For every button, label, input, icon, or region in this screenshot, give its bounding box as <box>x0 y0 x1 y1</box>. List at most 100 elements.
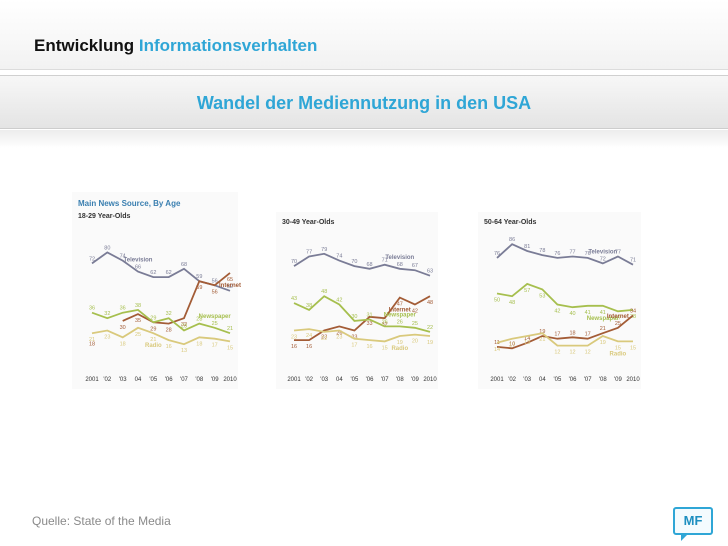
series-name-label: Internet <box>389 308 411 314</box>
series-name-label: Internet <box>219 283 241 289</box>
data-label: 21 <box>539 337 545 343</box>
data-label: 42 <box>554 308 560 314</box>
data-label: 13 <box>181 348 187 354</box>
data-label: 32 <box>181 322 187 328</box>
mf-badge: MF <box>673 507 713 541</box>
data-label: 33 <box>366 321 372 327</box>
data-label: 19 <box>397 340 403 346</box>
data-label: 10 <box>509 341 515 347</box>
x-tick-label: '09 <box>211 377 219 383</box>
series-name-label: Newspaper <box>587 316 620 322</box>
data-label: 53 <box>539 293 545 299</box>
data-label: 28 <box>166 328 172 334</box>
data-label: 41 <box>585 310 591 316</box>
source-note: Quelle: State of the Media <box>32 514 171 528</box>
data-label: 21 <box>89 337 95 343</box>
series-line-radio <box>496 332 633 347</box>
chart-background <box>276 212 438 389</box>
data-label: 16 <box>166 344 172 350</box>
data-label: 15 <box>227 345 233 351</box>
data-label: 34 <box>630 308 636 314</box>
data-label: 18 <box>196 341 202 347</box>
series-name-label: Television <box>588 249 617 255</box>
x-tick-label: '09 <box>411 377 419 383</box>
data-label: 74 <box>336 254 342 260</box>
data-label: 17 <box>351 343 357 349</box>
data-label: 59 <box>196 285 202 291</box>
x-tick-label: 2010 <box>223 377 237 383</box>
data-label: 68 <box>181 262 187 268</box>
data-label: 26 <box>336 330 342 336</box>
data-label: 23 <box>351 334 357 340</box>
data-label: 11 <box>494 340 500 346</box>
data-label: 80 <box>104 245 110 251</box>
data-label: 17 <box>212 343 218 349</box>
series-line-newspaper <box>496 282 634 313</box>
series-line-radio <box>91 326 231 346</box>
x-tick-label: '05 <box>351 377 359 383</box>
data-label: 30 <box>120 325 126 331</box>
chart-panel-2: 30-49 Year-Olds 2001 '02 '03 04 '05 '06 '07 '08 '… <box>276 212 438 389</box>
data-label: 23 <box>321 334 327 340</box>
data-label: 66 <box>135 265 141 271</box>
data-label: 36 <box>89 306 95 312</box>
data-label: 48 <box>427 300 433 306</box>
data-label: 26 <box>382 319 388 325</box>
x-tick-label: '09 <box>614 377 622 383</box>
data-label: 71 <box>382 258 388 264</box>
data-label: 38 <box>630 314 636 320</box>
data-label: 76 <box>585 251 591 257</box>
x-tick-label: 04 <box>336 377 343 383</box>
data-label: 62 <box>150 270 156 276</box>
x-tick-label: '08 <box>396 377 404 383</box>
x-tick-label: 2001 <box>490 377 504 383</box>
data-label: 37 <box>615 315 621 321</box>
data-label: 14 <box>524 336 530 342</box>
series-line-radio <box>293 328 431 343</box>
data-label: 19 <box>539 329 545 335</box>
data-label: 71 <box>630 258 636 264</box>
data-label: 16 <box>366 344 372 350</box>
data-label: 47 <box>397 302 403 308</box>
data-label: 15 <box>615 345 621 351</box>
series-name-label: Television <box>124 258 153 264</box>
data-label: 77 <box>306 250 312 256</box>
data-label: 21 <box>600 326 606 332</box>
data-label: 28 <box>196 317 202 323</box>
data-label: 21 <box>150 337 156 343</box>
data-label: 15 <box>630 345 636 351</box>
data-label: 67 <box>412 263 418 269</box>
x-tick-label: 04 <box>135 377 142 383</box>
x-tick-label: 2001 <box>287 377 301 383</box>
chart-subtitle: 50-64 Year-Olds <box>484 219 537 226</box>
x-tick-label: 04 <box>539 377 546 383</box>
data-label: 50 <box>494 298 500 304</box>
data-label: 22 <box>427 325 433 331</box>
title-main: Entwicklung <box>34 36 135 55</box>
data-label: 48 <box>509 300 515 306</box>
data-label: 30 <box>351 314 357 320</box>
x-tick-label: '08 <box>599 377 607 383</box>
data-label: 76 <box>494 251 500 257</box>
data-label: 74 <box>120 254 126 260</box>
x-tick-label: '06 <box>366 377 374 383</box>
subtitle-bar <box>0 75 728 129</box>
series-name-label: Radio <box>145 343 162 349</box>
data-label: 59 <box>196 274 202 280</box>
data-label: 19 <box>524 340 530 346</box>
data-label: 26 <box>397 319 403 325</box>
data-label: 19 <box>427 340 433 346</box>
title-accent: Informationsverhalten <box>138 36 318 55</box>
x-tick-label: '06 <box>569 377 577 383</box>
data-label: 12 <box>554 350 560 356</box>
data-label: 23 <box>181 323 187 329</box>
data-label: 16 <box>291 344 297 350</box>
data-label: 32 <box>104 311 110 317</box>
series-line-television <box>293 252 431 277</box>
data-label: 25 <box>412 321 418 327</box>
chart-background <box>72 192 238 389</box>
data-label: 25 <box>135 332 141 338</box>
series-line-newspaper <box>91 308 231 335</box>
data-label: 24 <box>306 333 312 339</box>
